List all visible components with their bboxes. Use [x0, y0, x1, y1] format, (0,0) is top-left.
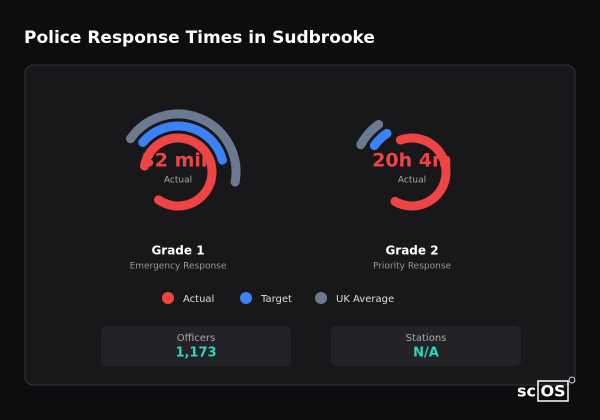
legend-dot — [315, 292, 327, 304]
ring-arc — [390, 133, 451, 211]
legend-dot — [240, 292, 252, 304]
logo-text: OS — [540, 382, 565, 401]
legend: Actual Target UK Average — [162, 292, 394, 305]
logo-box — [537, 380, 569, 402]
stat-box — [331, 326, 521, 366]
title: Police Response Times in Sudbrooke — [24, 28, 375, 48]
logo-text: sc — [517, 382, 536, 401]
ring-arc — [140, 133, 217, 211]
gauge-name: Grade 2 — [385, 244, 438, 258]
legend-label: Target — [260, 294, 292, 305]
gauge-subtitle: Emergency Response — [130, 262, 227, 272]
logo: sc OS — [517, 376, 576, 402]
logo-mark — [568, 376, 576, 384]
gauge-subtitle: Priority Response — [373, 262, 452, 272]
stat-label: Stations — [406, 333, 447, 344]
legend-label: Actual — [183, 294, 214, 305]
gauge-name: Grade 1 — [151, 244, 204, 258]
gauge-value: 20h 4m — [372, 150, 452, 172]
stat-value: 1,173 — [175, 346, 216, 361]
ring-arc — [369, 128, 392, 151]
stat-box — [101, 326, 291, 366]
ring-arc — [138, 121, 227, 165]
gauges: 32 min Actual Grade 1 Emergency Response 20h… — [125, 109, 452, 272]
stat-value: N/A — [413, 346, 439, 361]
gauge-caption: Actual — [164, 176, 192, 186]
ring-arc — [356, 119, 384, 150]
ring-arc — [125, 109, 241, 187]
legend-dot — [162, 292, 174, 304]
stat-officers: Officers 1,173 — [101, 326, 291, 366]
legend-label: UK Average — [336, 294, 394, 305]
stat-label: Officers — [177, 333, 216, 344]
gauge-value: 32 min — [142, 150, 215, 172]
gauge-caption: Actual — [398, 176, 426, 186]
stat-stations: Stations N/A — [331, 326, 521, 366]
